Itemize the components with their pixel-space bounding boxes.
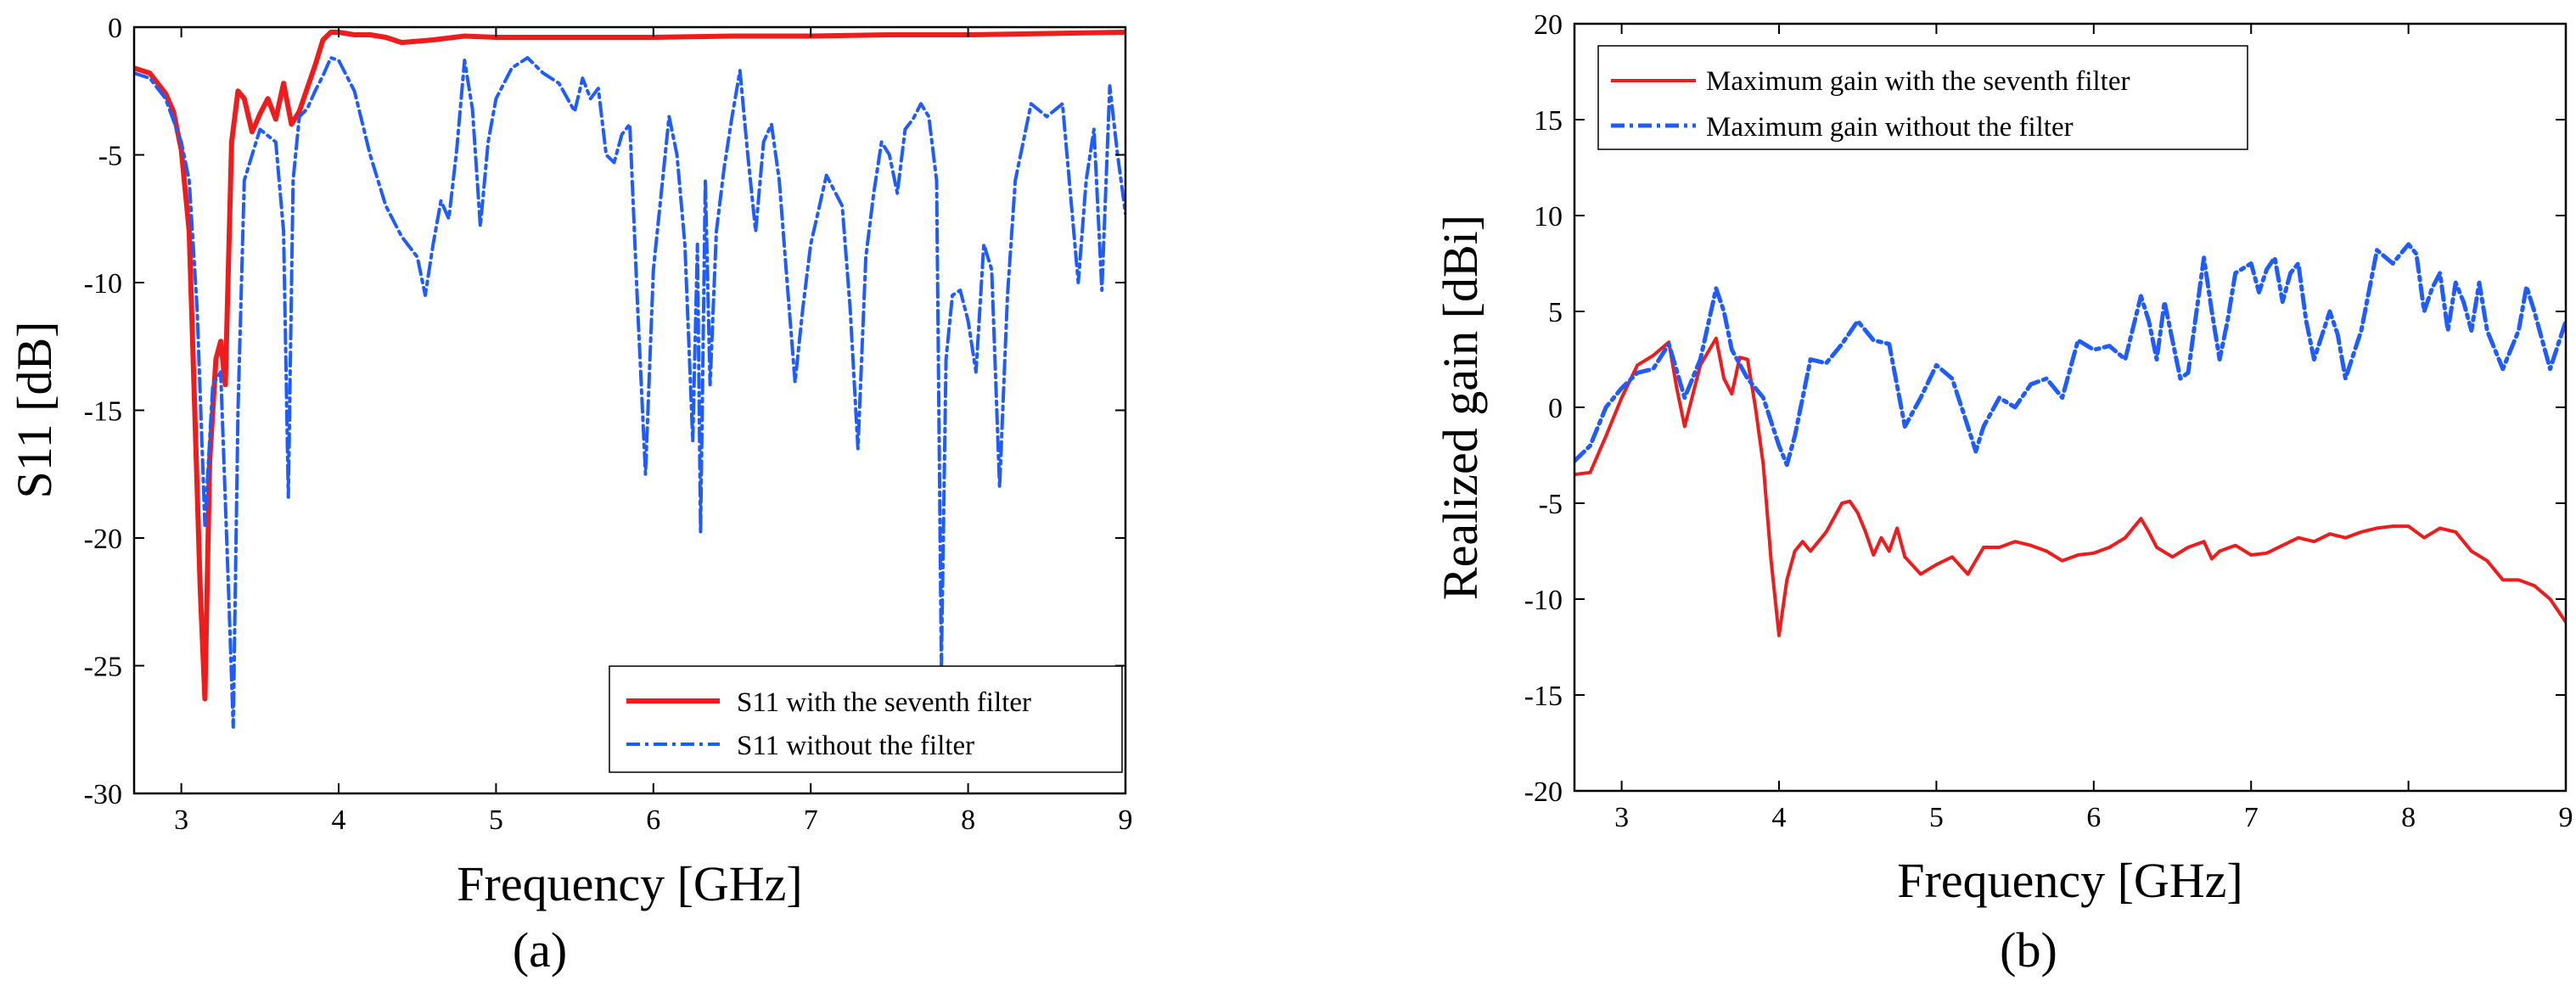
y-tick-label-a: -5	[98, 141, 122, 172]
panel-label-a: (a)	[513, 922, 567, 978]
chart-panel-a: 3 4 5 6 7 8 9 0 -5 -10 -15 -20 -25 -30 Frequency [GH…	[7, 13, 1133, 978]
plot-area-b	[1574, 242, 2566, 637]
panel-label-b: (b)	[2000, 922, 2057, 978]
legend-label-b-0: Maximum gain with the seventh filter	[1706, 66, 2130, 97]
x-tick-label-b: 3	[1614, 802, 1629, 833]
y-tick-label-b: -5	[1539, 489, 1563, 520]
y-tick-label-a: -25	[84, 652, 122, 683]
y-tick-label-a: -10	[84, 268, 122, 300]
y-tick-label-b: -15	[1524, 681, 1563, 712]
x-tick-label-b: 5	[1929, 802, 1944, 833]
y-tick-label-a: -20	[84, 524, 122, 555]
legend-box-b	[1597, 45, 2248, 150]
x-tick-label-a: 5	[489, 804, 503, 836]
y-tick-label-b: -20	[1524, 776, 1563, 808]
x-ticks-b: 3 4 5 6 7 8 9	[1614, 24, 2573, 833]
plot-area-a	[134, 30, 1125, 729]
x-tick-label-b: 4	[1772, 802, 1787, 833]
y-ticks-b: 20 15 10 5 0 -5 -10 -15 -20	[1524, 9, 2566, 808]
y-tick-label-b: 0	[1548, 393, 1563, 424]
y-tick-label-a: -30	[84, 779, 122, 810]
series-line-b-0	[1574, 336, 2566, 637]
legend-b: Maximum gain with the seventh filter Max…	[1597, 45, 2248, 150]
series-line-b-1	[1574, 242, 2566, 468]
legend-a: S11 with the seventh filter S11 without …	[609, 665, 1123, 773]
series-line-a-0	[134, 30, 1125, 702]
y-axis-label-a: S11 [dB]	[7, 322, 62, 499]
x-tick-label-a: 3	[174, 804, 188, 836]
y-ticks-a: 0 -5 -10 -15 -20 -25 -30	[84, 13, 1125, 810]
y-tick-label-b: 15	[1534, 105, 1563, 137]
x-tick-label-a: 7	[804, 804, 818, 836]
x-tick-label-b: 9	[2559, 802, 2573, 833]
y-axis-label-b: Realized gain [dBi]	[1433, 215, 1488, 600]
y-tick-label-a: 0	[108, 13, 122, 44]
legend-label-a-1: S11 without the filter	[737, 731, 974, 761]
x-tick-label-b: 8	[2401, 802, 2416, 833]
legend-box-a	[609, 665, 1123, 773]
x-ticks-a: 3 4 5 6 7 8 9	[174, 27, 1133, 836]
x-tick-label-b: 7	[2244, 802, 2259, 833]
y-tick-label-b: 10	[1534, 201, 1563, 233]
series-line-a-1	[134, 56, 1125, 729]
y-tick-label-b: 5	[1548, 297, 1563, 328]
y-tick-label-b: 20	[1534, 9, 1563, 41]
x-tick-label-b: 6	[2086, 802, 2101, 833]
x-tick-label-a: 6	[646, 804, 660, 836]
chart-panel-b: 3 4 5 6 7 8 9 20 15 10 5 0 -5 -10 -15 -20 Frequency [G…	[1433, 9, 2573, 978]
x-axis-label-b: Frequency [GHz]	[1897, 853, 2242, 908]
x-tick-label-a: 4	[332, 804, 346, 836]
x-tick-label-a: 9	[1119, 804, 1133, 836]
y-tick-label-b: -10	[1524, 585, 1563, 616]
legend-label-a-0: S11 with the seventh filter	[737, 687, 1031, 718]
x-tick-label-a: 8	[961, 804, 975, 836]
x-axis-label-a: Frequency [GHz]	[457, 856, 802, 911]
y-tick-label-a: -15	[84, 396, 122, 428]
legend-label-b-1: Maximum gain without the filter	[1706, 112, 2074, 143]
